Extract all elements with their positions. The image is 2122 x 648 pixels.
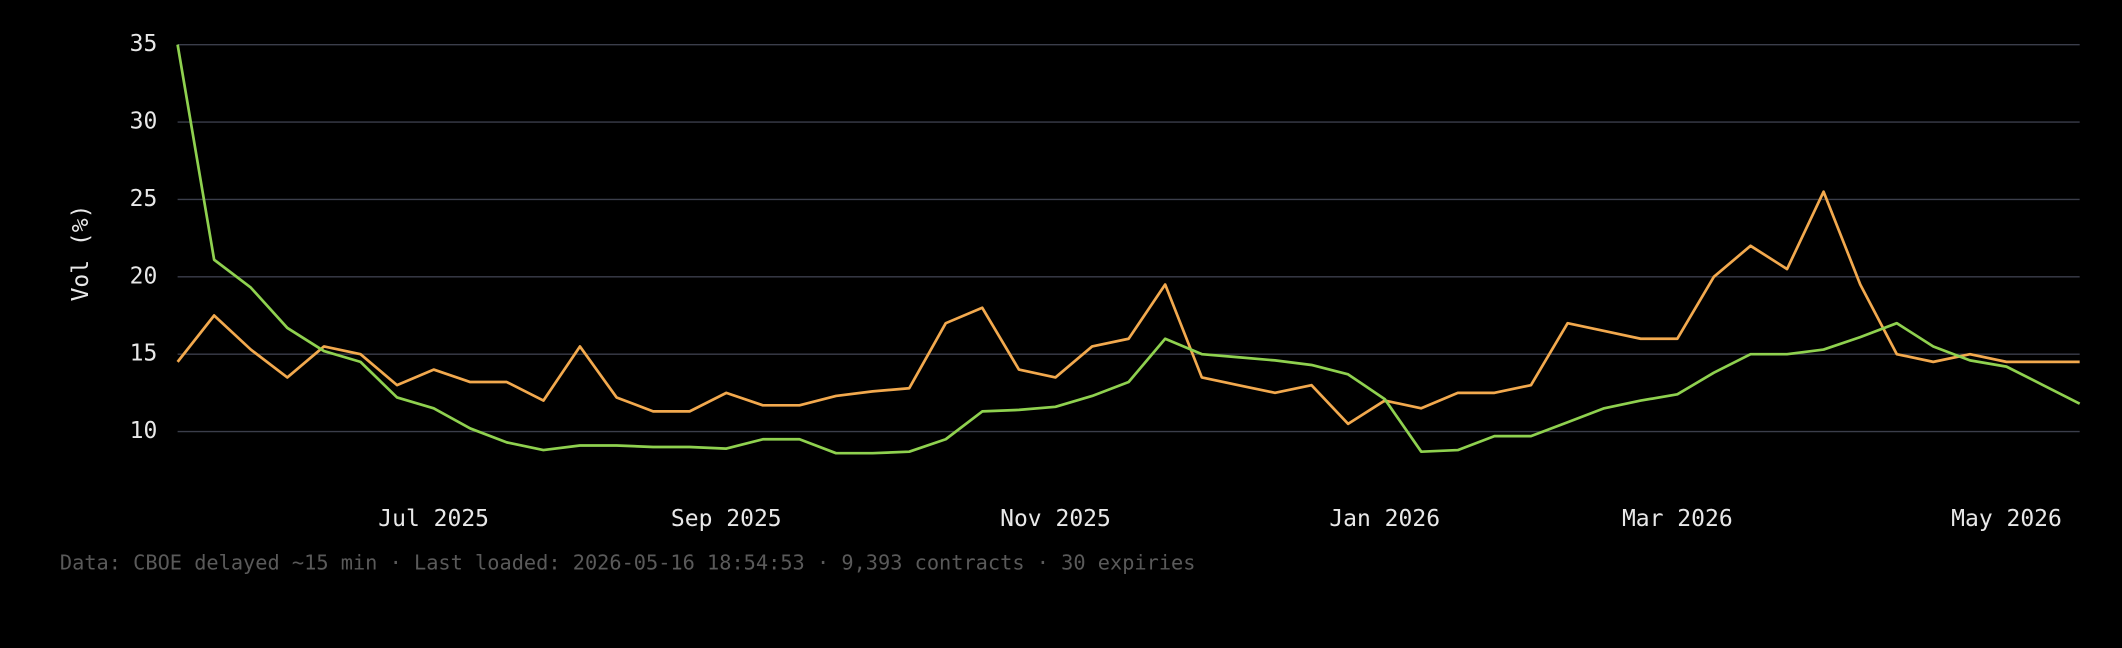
footer-status: Data: CBOE delayed ~15 min · Last loaded…	[60, 551, 1196, 575]
y-tick-label: 25	[130, 186, 158, 212]
x-tick-label: Mar 2026	[1622, 506, 1733, 532]
y-tick-label: 15	[130, 341, 158, 367]
y-tick-label: 10	[130, 418, 158, 444]
x-tick-label: Nov 2025	[1000, 506, 1111, 532]
y-tick-label: 20	[130, 263, 158, 289]
x-tick-label: Jan 2026	[1329, 506, 1440, 532]
series-line	[176, 44, 2081, 455]
series-line	[176, 190, 2080, 426]
x-tick-label: Sep 2025	[671, 506, 782, 532]
y-tick-label: 35	[130, 31, 158, 57]
x-tick-label: Jul 2025	[378, 506, 489, 532]
y-axis-label: Vol (%)	[68, 205, 94, 302]
y-tick-label: 30	[130, 109, 158, 135]
x-tick-label: May 2026	[1951, 506, 2062, 532]
